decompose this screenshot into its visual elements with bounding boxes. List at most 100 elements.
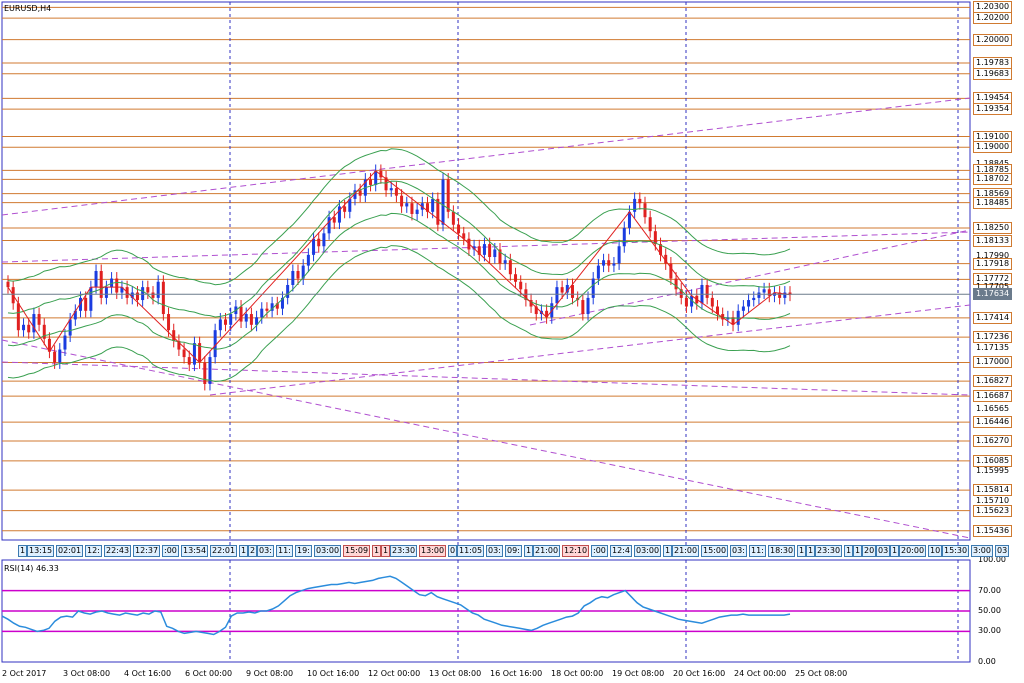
time-axis-label: 10 Oct 16:00 [307, 669, 360, 678]
time-axis-label: 13 Oct 08:00 [429, 669, 482, 678]
bear-candle [177, 340, 181, 350]
bear-candle [203, 362, 207, 384]
bull-candle [79, 297, 83, 311]
bear-candle [731, 317, 735, 325]
bear-candle [394, 188, 398, 196]
bull-candle [208, 357, 212, 384]
trendline [1, 231, 971, 263]
bear-candle [343, 206, 347, 212]
bear-candle [53, 351, 57, 363]
bull-candle [627, 211, 631, 228]
bull-candle [89, 287, 93, 311]
time-tag: 03:00 [634, 545, 662, 557]
bear-candle [477, 246, 481, 255]
bear-candle [534, 306, 538, 315]
time-tag: 1 [890, 545, 900, 557]
time-tag: 11: [276, 545, 293, 557]
bull-candle [415, 209, 419, 214]
bull-candle [58, 349, 62, 363]
price-level-label: 1.18845 [973, 158, 1012, 170]
bull-candle [622, 227, 626, 247]
bull-candle [73, 310, 77, 320]
time-tag: 12:10 [562, 545, 590, 557]
bear-candle [47, 338, 51, 352]
time-axis-label: 9 Oct 08:00 [246, 669, 294, 678]
bull-candle [747, 300, 751, 307]
time-tag: 03: [257, 545, 274, 557]
bull-candle [374, 170, 378, 185]
bull-candle [141, 287, 145, 301]
bull-candle [280, 297, 284, 309]
time-axis-label: 20 Oct 16:00 [673, 669, 726, 678]
bear-candle [265, 308, 269, 311]
bear-candle [296, 271, 300, 279]
time-tag: 13:00 [419, 545, 447, 557]
bear-candle [643, 203, 647, 218]
bull-candle [757, 292, 761, 298]
bear-candle [384, 177, 388, 191]
price-level-label: 1.17135 [976, 342, 1010, 352]
bull-candle [555, 287, 559, 304]
price-level-label: 1.16827 [973, 375, 1013, 388]
time-tag: 18:30 [768, 545, 796, 557]
bull-candle [255, 317, 259, 325]
price-level-label: 1.15814 [973, 484, 1013, 497]
bull-candle [94, 271, 98, 288]
bear-candle [167, 314, 171, 331]
bear-candle [514, 274, 518, 282]
time-tag: 03: [730, 545, 747, 557]
time-tag: 15:09 [343, 545, 371, 557]
bull-candle [431, 198, 435, 212]
bear-candle [182, 349, 186, 358]
bull-candle [617, 246, 621, 264]
bull-candle [405, 203, 409, 207]
bear-candle [653, 231, 657, 245]
price-level-label: 1.19000 [973, 141, 1013, 154]
time-tag: 1 [797, 545, 807, 557]
bull-candle [337, 206, 341, 223]
bull-candle [301, 265, 305, 279]
price-level-label: 1.18485 [973, 196, 1013, 209]
time-tag: 13:54 [181, 545, 209, 557]
bull-candle [612, 263, 616, 266]
bear-candle [135, 292, 139, 301]
bear-candle [42, 324, 46, 339]
time-tag: 09: [505, 545, 522, 557]
time-tag: 1 [372, 545, 382, 557]
bear-candle [778, 292, 782, 298]
bear-candle [332, 217, 336, 223]
bull-candle [104, 287, 108, 298]
price-level-label: 1.20000 [973, 33, 1013, 46]
time-tag: 03: [486, 545, 503, 557]
bull-candle [156, 281, 160, 298]
trendline [209, 304, 971, 396]
bear-candle [84, 297, 88, 311]
current-price-tag: 1.17634 [973, 288, 1013, 301]
bull-candle [312, 238, 316, 255]
bull-candle [752, 297, 756, 301]
bull-candle [762, 289, 766, 293]
rsi-line [1, 575, 791, 636]
bull-candle [260, 308, 264, 318]
price-level-label: 1.19354 [973, 103, 1013, 116]
time-tag: 1 [806, 545, 816, 557]
bull-candle [192, 343, 196, 365]
time-tag: 02:01 [56, 545, 84, 557]
bull-candle [286, 284, 290, 298]
price-level-label: 1.17414 [973, 311, 1013, 324]
bull-candle [596, 265, 600, 279]
rsi-axis-label: 70.00 [978, 585, 1001, 595]
price-level-label: 1.15623 [973, 504, 1013, 517]
bear-candle [425, 203, 429, 212]
time-axis-label: 24 Oct 00:00 [734, 669, 787, 678]
bear-candle [519, 281, 523, 290]
price-level-label: 1.16565 [976, 404, 1010, 414]
price-level-label: 1.17918 [973, 257, 1013, 270]
price-level-label: 1.18133 [973, 234, 1013, 247]
price-level-label: 1.19683 [973, 67, 1013, 80]
bear-candle [172, 330, 176, 341]
envelope-band [7, 180, 791, 318]
bear-candle [37, 314, 41, 325]
bear-candle [249, 314, 253, 325]
